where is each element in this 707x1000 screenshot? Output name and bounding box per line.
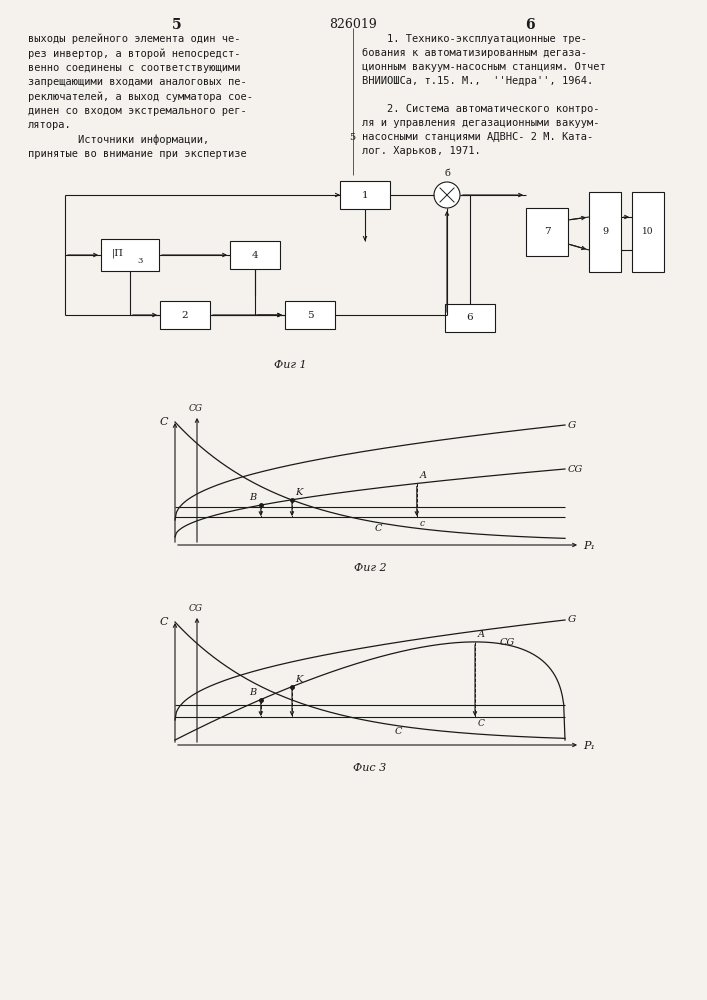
Text: CG: CG [189, 604, 203, 613]
Text: CG: CG [500, 638, 515, 647]
Circle shape [434, 182, 460, 208]
Text: 826019: 826019 [329, 18, 377, 31]
Bar [445, 304, 495, 332]
Text: CG: CG [189, 404, 203, 413]
Text: C: C [375, 524, 382, 533]
Text: 5: 5 [349, 133, 355, 142]
Text: 3: 3 [137, 257, 143, 265]
Text: K: K [295, 675, 303, 684]
Text: 6: 6 [525, 18, 534, 32]
Text: A: A [420, 471, 427, 480]
Text: 2: 2 [182, 310, 188, 320]
Text: 1. Технико-эксплуатационные тре-
бования к автоматизированным дегаза-
ционным ва: 1. Технико-эксплуатационные тре- бования… [362, 34, 606, 156]
Text: Фиг 1: Фиг 1 [274, 360, 306, 370]
Text: б: б [444, 169, 450, 178]
Text: выходы релейного элемента один че-
рез инвертор, а второй непосредст-
венно соед: выходы релейного элемента один че- рез и… [28, 34, 253, 159]
Text: C: C [160, 617, 168, 627]
Bar [632, 192, 664, 272]
Text: CG: CG [568, 464, 583, 474]
Text: 4: 4 [252, 250, 258, 259]
Text: 7: 7 [544, 228, 550, 236]
Bar [160, 301, 210, 329]
Text: 1: 1 [362, 190, 368, 200]
Bar [101, 239, 159, 271]
Text: B: B [249, 493, 256, 502]
Text: 10: 10 [642, 228, 654, 236]
Text: P₁: P₁ [583, 541, 595, 551]
Text: 6: 6 [467, 314, 473, 322]
Text: C: C [160, 417, 168, 427]
Text: G: G [568, 615, 576, 624]
Text: C: C [478, 719, 485, 728]
Text: G: G [568, 420, 576, 430]
Text: 5: 5 [173, 18, 182, 32]
Bar [589, 192, 621, 272]
Bar [230, 241, 280, 269]
Text: B: B [249, 688, 256, 697]
Text: Фиг 2: Фиг 2 [354, 563, 386, 573]
Text: K: K [295, 488, 303, 497]
Text: c: c [420, 519, 425, 528]
Bar [285, 301, 335, 329]
Text: |Π: |Π [112, 248, 124, 258]
Text: C: C [395, 727, 402, 736]
Bar [340, 181, 390, 209]
Text: A: A [478, 630, 485, 639]
Text: 5: 5 [307, 310, 313, 320]
Text: 9: 9 [602, 228, 608, 236]
Text: P₁: P₁ [583, 741, 595, 751]
Text: Фис 3: Фис 3 [354, 763, 387, 773]
Bar [526, 208, 568, 256]
